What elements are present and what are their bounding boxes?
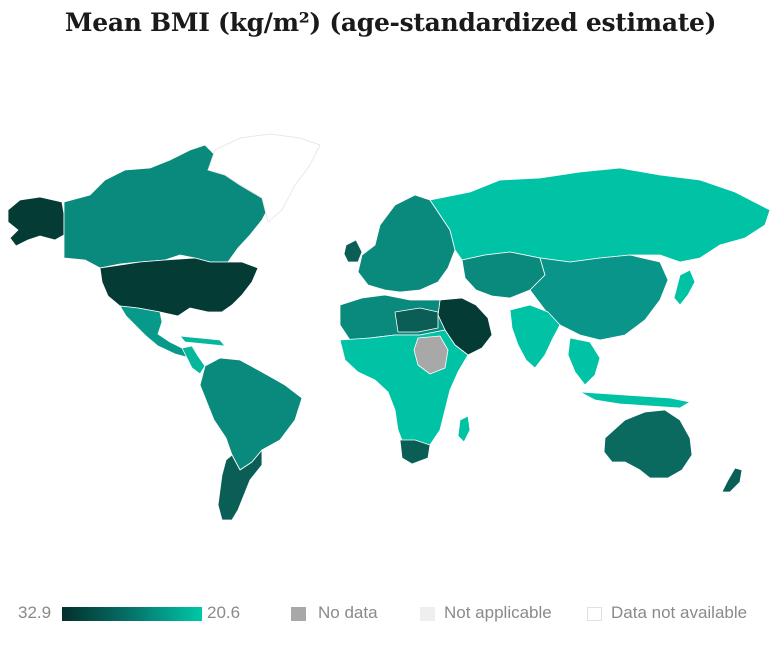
legend-max-label: 32.9 xyxy=(18,603,52,622)
region-sudan[interactable] xyxy=(413,335,449,375)
not-applicable-label: Not applicable xyxy=(444,603,552,622)
region-china[interactable] xyxy=(529,254,669,341)
region-australia[interactable] xyxy=(603,409,693,479)
region-india[interactable] xyxy=(509,304,561,369)
region-southeast-asia[interactable] xyxy=(567,337,601,386)
region-alaska[interactable] xyxy=(7,196,65,247)
legend-min-label: 20.6 xyxy=(207,603,241,622)
no-data-swatch xyxy=(291,607,306,621)
region-south-africa[interactable] xyxy=(399,439,431,465)
region-indonesia[interactable] xyxy=(579,391,691,409)
region-japan[interactable] xyxy=(673,269,696,306)
map-title: Mean BMI (kg/m²) (age-standardized estim… xyxy=(64,8,717,37)
map-legend: 32.9 20.6 No data Not applicable Data no… xyxy=(0,600,781,630)
region-caribbean[interactable] xyxy=(179,335,226,347)
region-greenland[interactable] xyxy=(207,133,321,223)
data-not-available-label: Data not available xyxy=(611,603,748,622)
region-argentina[interactable] xyxy=(217,449,263,521)
region-madagascar[interactable] xyxy=(457,415,471,443)
not-applicable-swatch xyxy=(420,607,435,621)
region-sub-saharan-africa[interactable] xyxy=(339,329,469,456)
region-united-kingdom[interactable] xyxy=(343,239,363,263)
region-south-america[interactable] xyxy=(199,357,303,471)
world-map xyxy=(7,133,771,521)
no-data-label: No data xyxy=(318,603,378,622)
region-central-america[interactable] xyxy=(181,345,206,375)
region-egypt-libya[interactable] xyxy=(394,307,439,333)
region-russia[interactable] xyxy=(429,167,771,263)
color-ramp xyxy=(62,607,202,621)
data-not-available-swatch xyxy=(587,607,602,621)
region-new-zealand[interactable] xyxy=(721,467,743,493)
region-canada[interactable] xyxy=(63,144,271,269)
